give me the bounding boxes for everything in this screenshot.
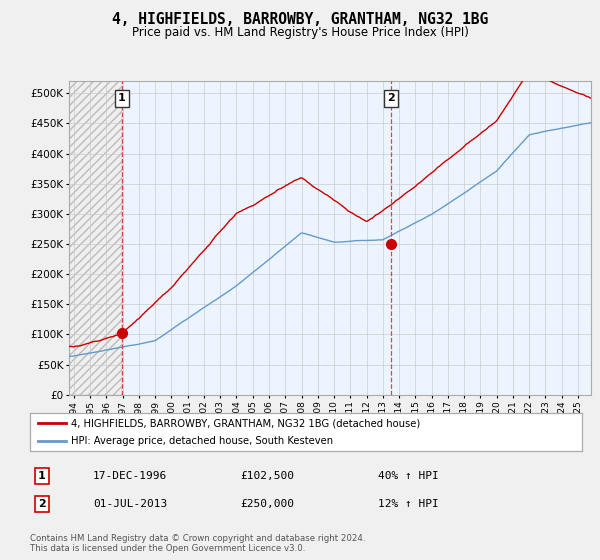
Bar [69, 81, 122, 395]
Text: HPI: Average price, detached house, South Kesteven: HPI: Average price, detached house, Sout… [71, 436, 334, 446]
Text: 2: 2 [38, 499, 46, 509]
Bar [122, 81, 591, 395]
Text: Contains HM Land Registry data © Crown copyright and database right 2024.
This d: Contains HM Land Registry data © Crown c… [30, 534, 365, 553]
Bar [69, 81, 122, 395]
Text: 12% ↑ HPI: 12% ↑ HPI [378, 499, 439, 509]
Text: Price paid vs. HM Land Registry's House Price Index (HPI): Price paid vs. HM Land Registry's House … [131, 26, 469, 39]
Text: £250,000: £250,000 [240, 499, 294, 509]
Text: 40% ↑ HPI: 40% ↑ HPI [378, 471, 439, 481]
Text: 01-JUL-2013: 01-JUL-2013 [93, 499, 167, 509]
Text: 4, HIGHFIELDS, BARROWBY, GRANTHAM, NG32 1BG (detached house): 4, HIGHFIELDS, BARROWBY, GRANTHAM, NG32 … [71, 418, 421, 428]
Text: 4, HIGHFIELDS, BARROWBY, GRANTHAM, NG32 1BG: 4, HIGHFIELDS, BARROWBY, GRANTHAM, NG32 … [112, 12, 488, 27]
Text: 2: 2 [387, 94, 395, 104]
Text: 1: 1 [118, 94, 126, 104]
Text: £102,500: £102,500 [240, 471, 294, 481]
Text: 17-DEC-1996: 17-DEC-1996 [93, 471, 167, 481]
Text: 1: 1 [38, 471, 46, 481]
